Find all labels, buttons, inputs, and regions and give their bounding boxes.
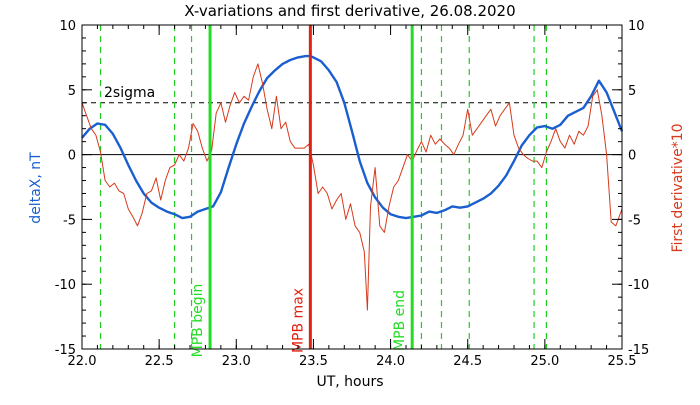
y-tick-label-right: 5 [628,84,636,99]
x-tick-label: 25.5 [608,354,637,369]
y-tick-label-left: 0 [68,149,76,164]
axes: 22.0 22.5 23.0 23.5 24.0 24.5 25.0 25.5 10 10 5 5 0 0… [55,19,649,369]
x-tick-label: 24.0 [376,354,405,369]
y-tick-label-right: -10 [628,278,649,293]
y-tick-label-left: 5 [68,84,76,99]
x-tick-label: 22.5 [145,354,174,369]
y-tick-label-right: -5 [628,213,641,228]
y-tick-label-left: 10 [59,19,76,34]
plot-frame [81,24,623,350]
marker-label: MPB max [290,288,306,353]
vertical-markers: MPB begin MPB max MPB end [190,25,414,358]
y-tick-label-right: -15 [628,343,649,358]
y-tick-label-left: -10 [55,278,76,293]
y-tick-label-right: 10 [628,19,645,34]
marker-label: MPB begin [190,284,206,358]
data-series [81,54,624,311]
x-tick-label: 25.0 [530,354,559,369]
x-tick-label: 24.5 [453,354,482,369]
x-tick-label: 22.0 [68,354,97,369]
y-tick-label-right: 0 [628,149,636,164]
series-line-derivative [81,63,623,311]
threshold-label: 2sigma [104,85,155,101]
reference-lines: 2sigma [82,25,622,349]
series-line-deltax [81,54,624,220]
y-axis-label-right: First derivative*10 [670,123,686,252]
x-tick-label: 23.0 [222,354,251,369]
marker-label: MPB end [392,290,408,351]
y-tick-label-left: -5 [63,213,76,228]
x-tick-label: 23.5 [299,354,328,369]
y-tick-label-left: -15 [55,343,76,358]
y-axis-label-left: deltaX, nT [28,152,44,224]
chart-title: X-variations and first derivative, 26.08… [184,2,515,20]
x-axis-label: UT, hours [316,374,383,390]
